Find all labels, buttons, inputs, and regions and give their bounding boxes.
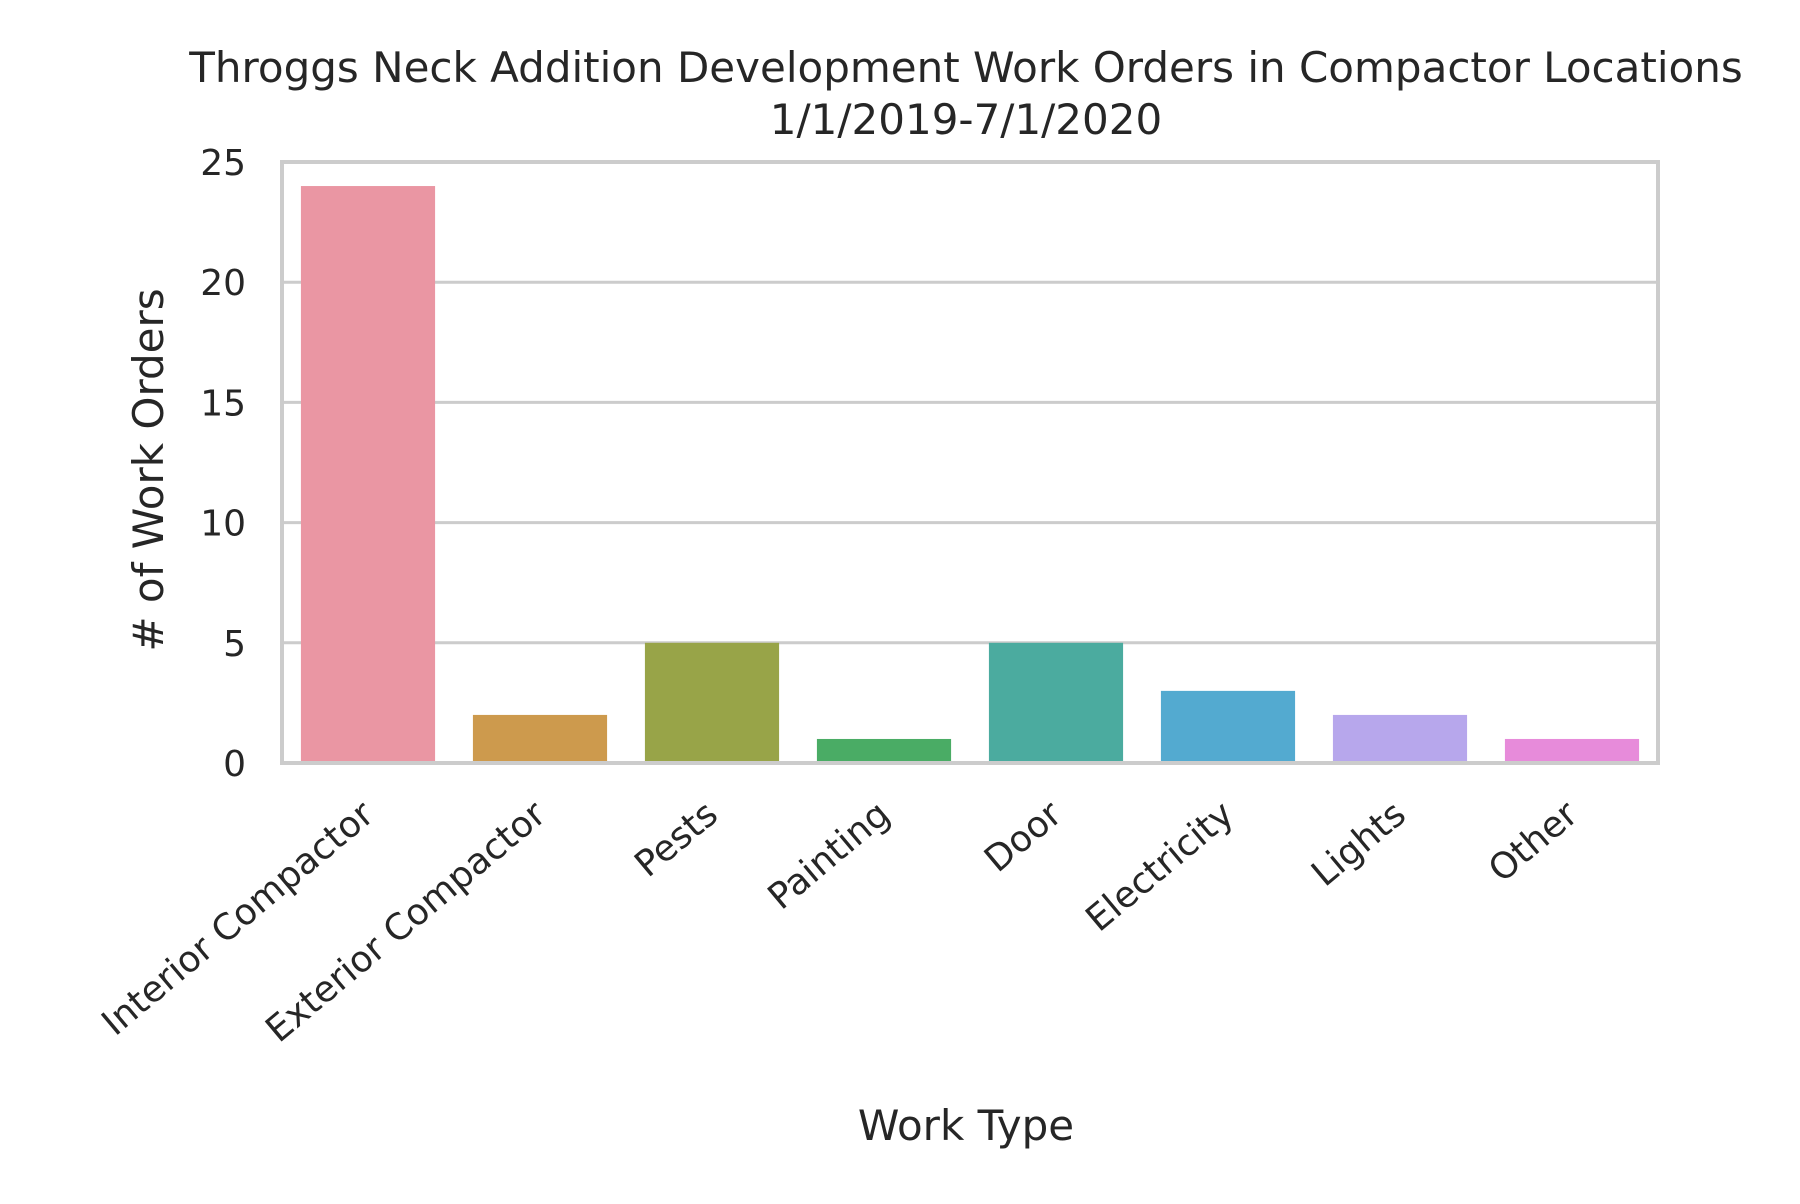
bar <box>988 642 1124 763</box>
y-tick-label: 5 <box>223 624 246 665</box>
bar <box>1332 714 1468 763</box>
bar <box>1504 738 1640 763</box>
x-tick-label: Door <box>977 793 1070 880</box>
bar <box>816 738 952 763</box>
y-tick-label: 20 <box>200 263 246 304</box>
y-tick-label: 25 <box>200 143 246 184</box>
x-tick-label: Exterior Compactor <box>258 793 554 1050</box>
bar <box>1160 690 1296 763</box>
x-tick-label: Painting <box>761 793 898 917</box>
bars <box>300 186 1640 764</box>
y-tick-label: 0 <box>223 744 246 785</box>
y-tick-labels: 0 5 10 15 20 25 <box>200 143 246 785</box>
x-tick-label: Other <box>1481 793 1586 890</box>
chart-title: Throggs Neck Addition Development Work O… <box>188 43 1742 92</box>
bar <box>644 642 780 763</box>
x-tick-label: Lights <box>1304 793 1414 894</box>
x-tick-label: Pests <box>627 793 726 885</box>
x-tick-label: Electricity <box>1078 793 1241 939</box>
plot-border <box>280 160 1660 765</box>
x-tick-label: Interior Compactor <box>94 793 381 1043</box>
grid-lines <box>282 280 1658 645</box>
y-axis-label: # of Work Orders <box>124 288 173 651</box>
y-tick-label: 15 <box>200 383 246 424</box>
chart-subtitle: 1/1/2019-7/1/2020 <box>770 95 1162 144</box>
plot-frame <box>280 160 1660 765</box>
x-axis-label: Work Type <box>858 1101 1074 1150</box>
bar <box>300 186 436 764</box>
y-tick-label: 10 <box>200 504 246 545</box>
bar <box>472 714 608 763</box>
